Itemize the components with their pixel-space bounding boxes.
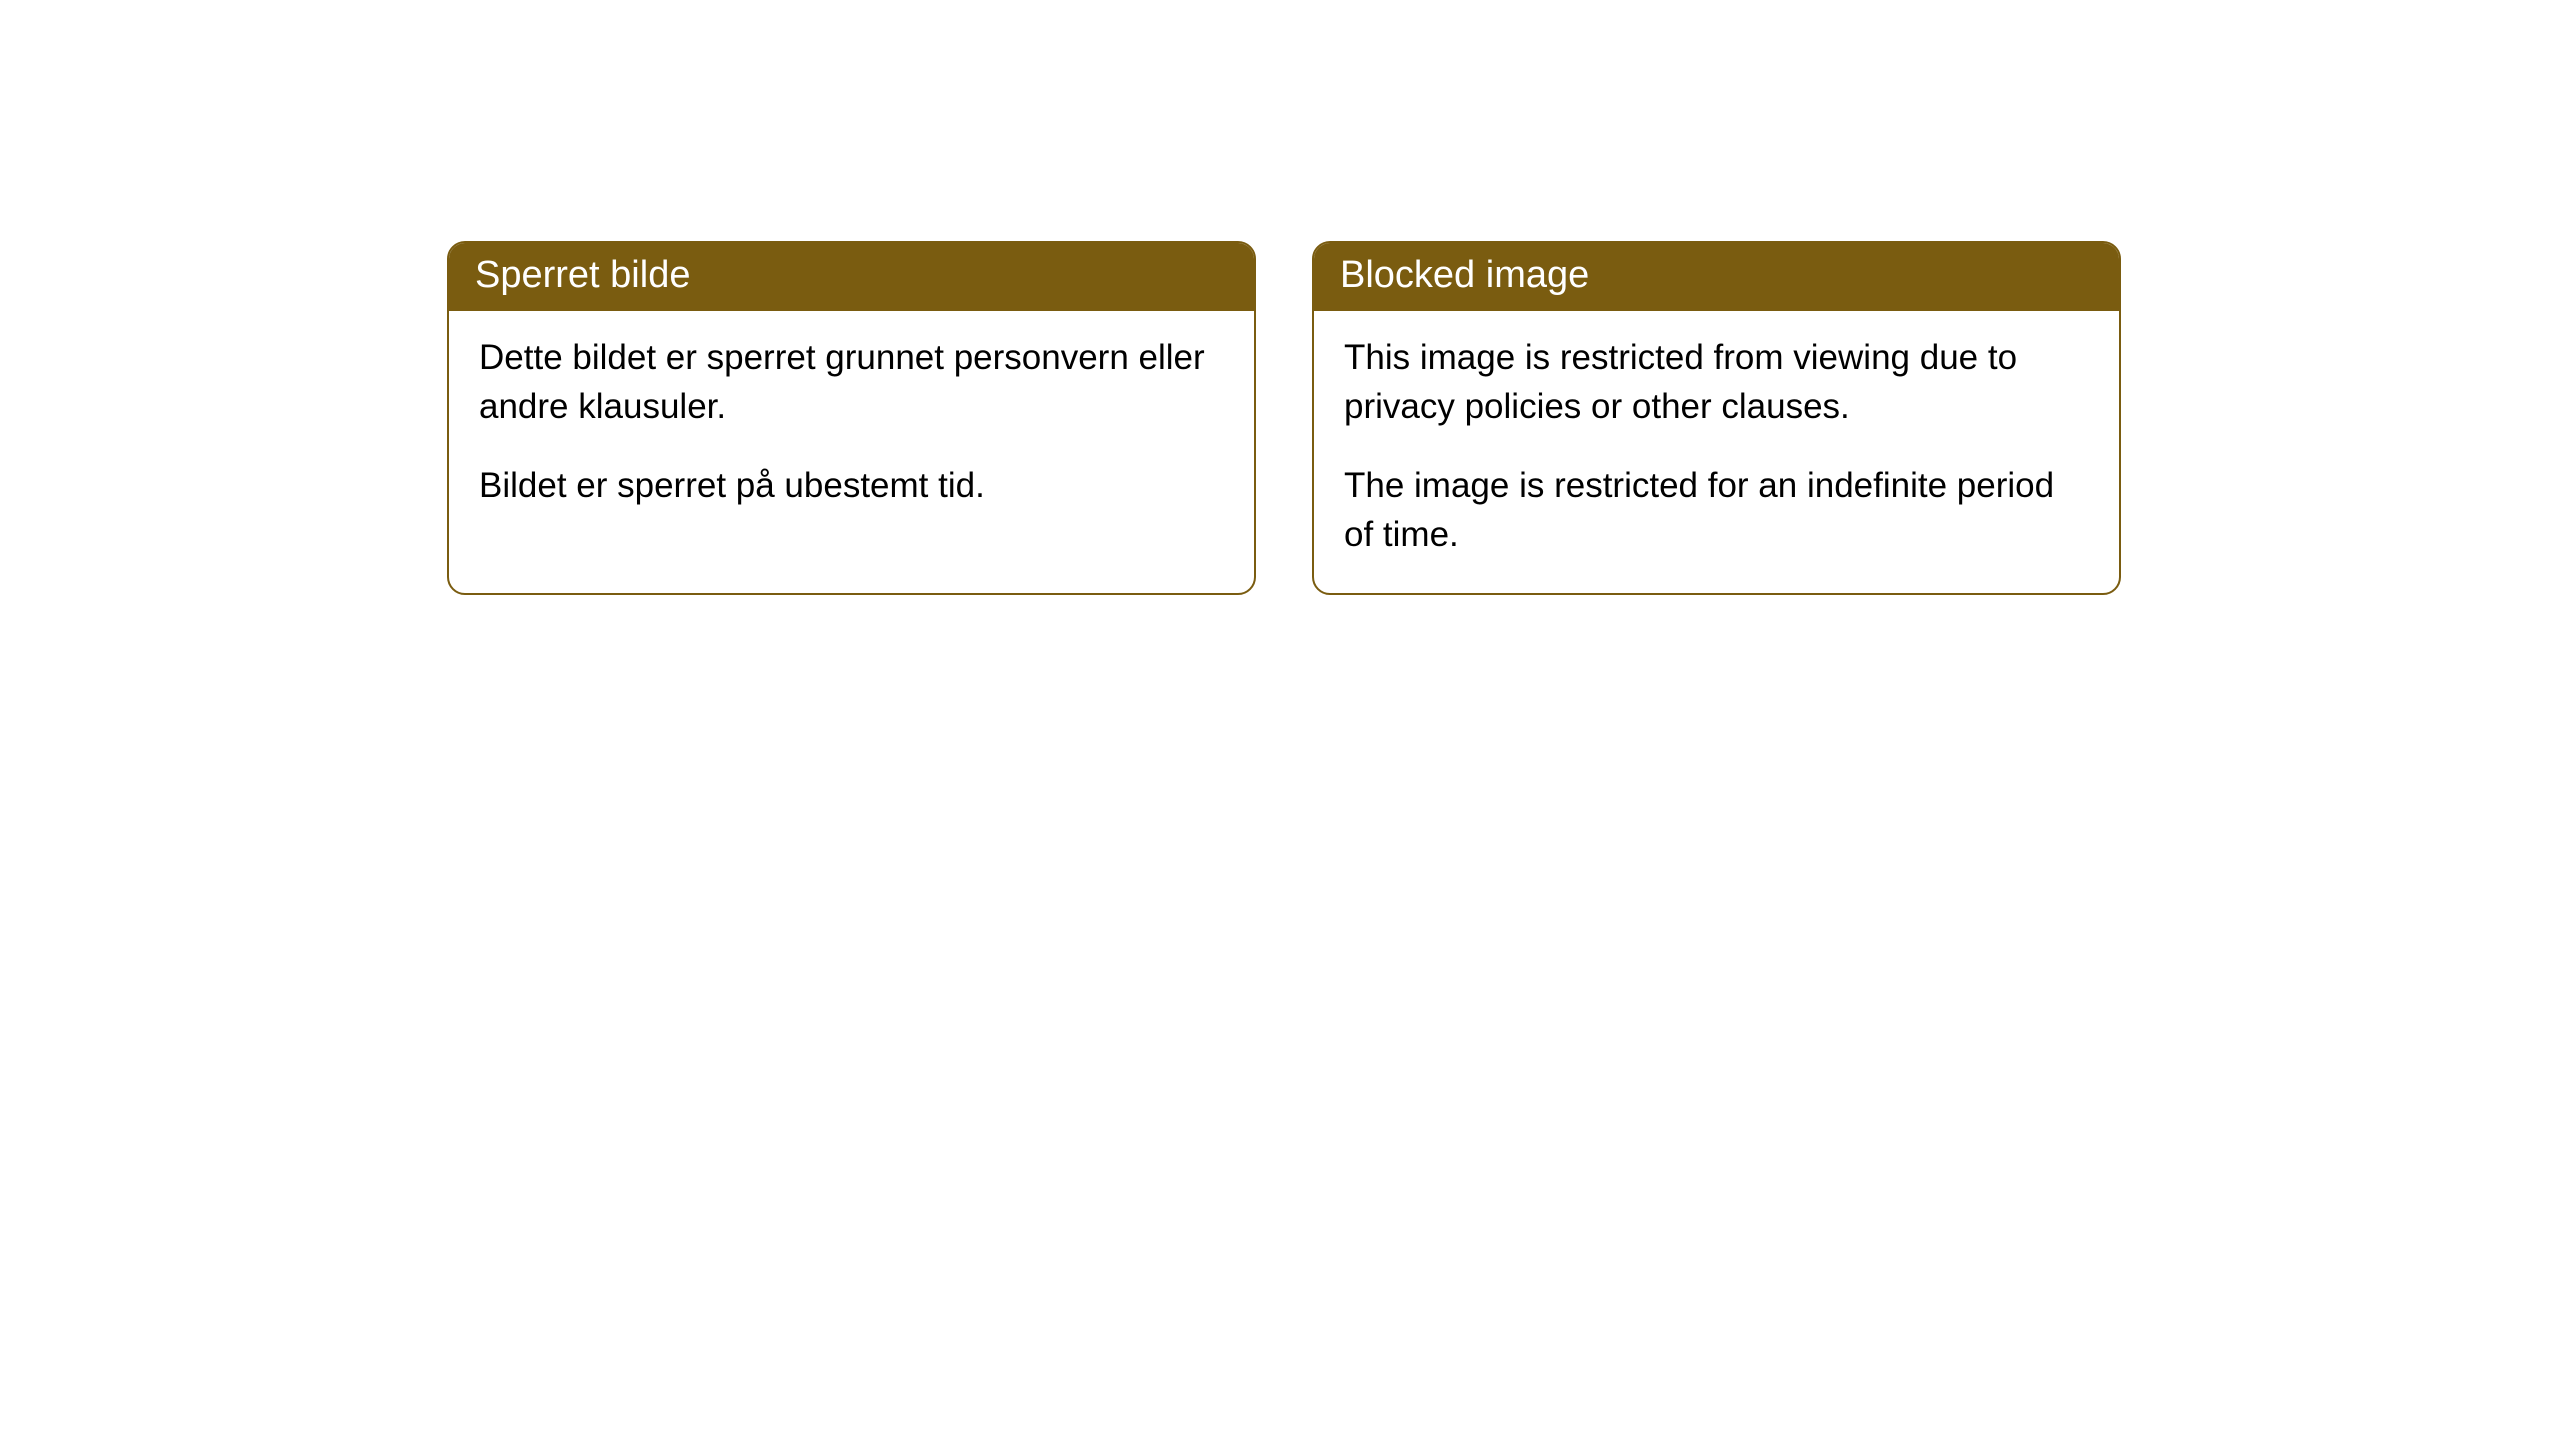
card-header-english: Blocked image <box>1314 243 2119 311</box>
card-header-norwegian: Sperret bilde <box>449 243 1254 311</box>
card-body-english: This image is restricted from viewing du… <box>1314 311 2119 593</box>
card-paragraph: Dette bildet er sperret grunnet personve… <box>479 333 1224 431</box>
cards-container: Sperret bilde Dette bildet er sperret gr… <box>0 0 2560 595</box>
card-body-norwegian: Dette bildet er sperret grunnet personve… <box>449 311 1254 544</box>
card-paragraph: This image is restricted from viewing du… <box>1344 333 2089 431</box>
card-paragraph: Bildet er sperret på ubestemt tid. <box>479 461 1224 510</box>
notice-card-english: Blocked image This image is restricted f… <box>1312 241 2121 595</box>
notice-card-norwegian: Sperret bilde Dette bildet er sperret gr… <box>447 241 1256 595</box>
card-paragraph: The image is restricted for an indefinit… <box>1344 461 2089 559</box>
